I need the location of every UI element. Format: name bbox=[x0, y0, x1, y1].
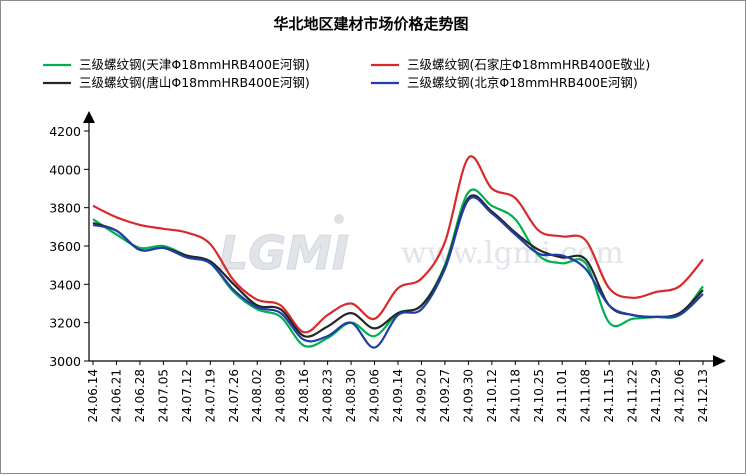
x-tick-label: 24.11.15 bbox=[602, 369, 616, 422]
x-tick-label: 24.11.22 bbox=[626, 369, 640, 422]
x-tick-label: 24.07.19 bbox=[203, 369, 217, 422]
series-line bbox=[92, 196, 704, 349]
x-tick-label: 24.08.23 bbox=[321, 369, 335, 422]
x-tick-label: 24.11.01 bbox=[555, 369, 569, 422]
x-axis: 24.06.14 24.06.21 24.06.28 24.07.05 24.07.12… bbox=[86, 355, 726, 422]
x-tick-label: 24.10.12 bbox=[485, 369, 499, 422]
y-axis-arrow bbox=[83, 111, 95, 123]
x-tick-label: 24.11.29 bbox=[649, 369, 663, 422]
x-tick-label: 24.08.30 bbox=[344, 369, 358, 422]
y-tick-label: 3800 bbox=[49, 201, 81, 216]
y-tick-label: 3200 bbox=[49, 316, 81, 331]
watermark-logo: LGMI bbox=[219, 226, 349, 280]
y-tick-label: 4000 bbox=[49, 162, 81, 177]
y-tick-label: 4200 bbox=[49, 124, 81, 139]
y-axis: 3000 3200 3400 3600 3800 4000 4200 bbox=[49, 111, 95, 369]
x-tick-label: 24.12.06 bbox=[673, 369, 687, 422]
x-tick-label: 24.09.06 bbox=[368, 369, 382, 422]
x-tick-label: 24.08.16 bbox=[297, 369, 311, 422]
y-tick-label: 3000 bbox=[49, 354, 81, 369]
x-tick-label: 24.07.12 bbox=[180, 369, 194, 422]
x-tick-label: 24.09.14 bbox=[391, 369, 405, 422]
x-tick-label: 24.07.26 bbox=[227, 369, 241, 422]
x-axis-arrow bbox=[713, 355, 726, 367]
legend: 三级螺纹钢(天津Φ18mmHRB400E河钢) 三级螺纹钢(石家庄Φ18mmHRB… bbox=[43, 57, 650, 90]
x-tick-label: 24.10.18 bbox=[508, 369, 522, 422]
x-tick-label: 24.09.27 bbox=[438, 369, 452, 422]
x-tick-label: 24.09.20 bbox=[414, 369, 428, 422]
x-tick-label: 24.10.25 bbox=[532, 369, 546, 422]
chart-title: 华北地区建材市场价格走势图 bbox=[273, 15, 468, 33]
x-tick-label: 24.06.14 bbox=[86, 369, 100, 422]
series-line bbox=[92, 155, 704, 334]
y-tick-label: 3600 bbox=[49, 239, 81, 254]
lgmi-watermark: LGMI www.lgmi.com bbox=[219, 214, 624, 281]
x-tick-label: 24.06.28 bbox=[133, 369, 147, 422]
series-lines bbox=[92, 155, 704, 349]
series-line bbox=[92, 194, 704, 338]
x-tick-label: 24.12.13 bbox=[696, 369, 710, 422]
x-tick-label: 24.09.30 bbox=[461, 369, 475, 422]
x-tick-label: 24.08.09 bbox=[274, 369, 288, 422]
x-tick-label: 24.07.05 bbox=[156, 369, 170, 422]
legend-label: 三级螺纹钢(北京Φ18mmHRB400E河钢) bbox=[407, 75, 638, 90]
x-tick-label: 24.06.21 bbox=[109, 369, 123, 422]
x-tick-label: 24.08.02 bbox=[250, 369, 264, 422]
legend-label: 三级螺纹钢(天津Φ18mmHRB400E河钢) bbox=[79, 57, 310, 72]
x-tick-label: 24.11.08 bbox=[579, 369, 593, 422]
watermark-dot bbox=[334, 214, 344, 224]
legend-label: 三级螺纹钢(唐山Φ18mmHRB400E河钢) bbox=[79, 75, 310, 90]
y-tick-label: 3400 bbox=[49, 277, 81, 292]
legend-label: 三级螺纹钢(石家庄Φ18mmHRB400E敬业) bbox=[407, 57, 650, 72]
